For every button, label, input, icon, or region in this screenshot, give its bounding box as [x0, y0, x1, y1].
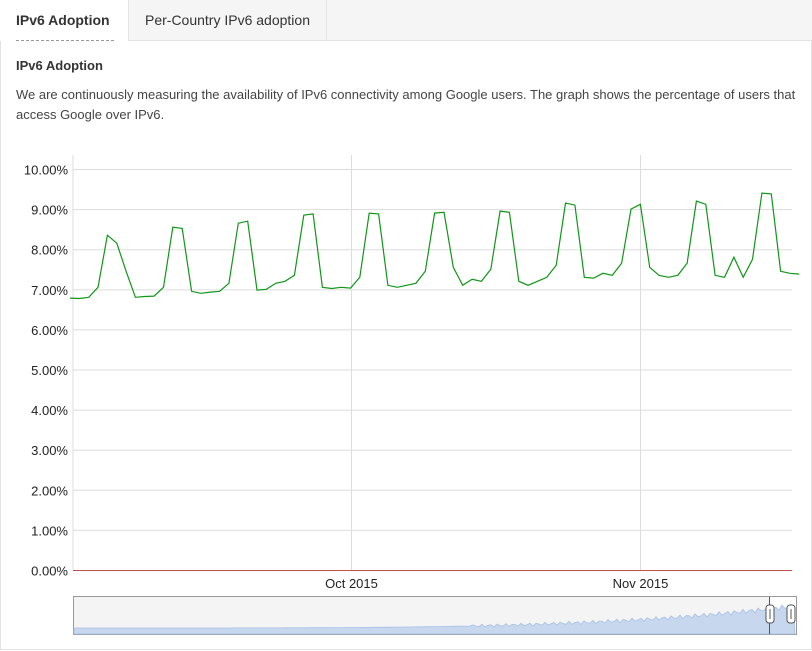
y-tick-label: 6.00%: [31, 323, 68, 338]
y-tick-label: 9.00%: [31, 203, 68, 218]
y-tick-label: 7.00%: [31, 283, 68, 298]
range-navigator[interactable]: [73, 596, 797, 635]
x-axis-ticks: Oct 2015 Nov 2015: [325, 576, 668, 591]
series-line: [69, 192, 800, 300]
tab-underline: [16, 40, 114, 41]
tab-bar: IPv6 Adoption Per-Country IPv6 adoption: [0, 0, 812, 41]
grid-lines: [72, 155, 792, 571]
section-description: We are continuously measuring the availa…: [16, 87, 796, 122]
tab-label: Per-Country IPv6 adoption: [145, 12, 310, 28]
y-axis-ticks: 0.00% 1.00% 2.00% 3.00% 4.00% 5.00% 6.00% 7.00%…: [24, 163, 69, 579]
section-title: IPv6 Adoption: [16, 58, 103, 73]
navigator-sparkline: [73, 603, 796, 635]
tab-ipv6-adoption[interactable]: IPv6 Adoption: [0, 0, 129, 41]
x-tick-label: Nov 2015: [613, 576, 669, 591]
y-tick-label: 1.00%: [31, 523, 68, 538]
x-tick-label: Oct 2015: [325, 576, 378, 591]
y-tick-label: 3.00%: [31, 443, 68, 458]
y-tick-label: 2.00%: [31, 483, 68, 498]
tab-label: IPv6 Adoption: [16, 12, 110, 28]
tab-per-country-ipv6-adoption[interactable]: Per-Country IPv6 adoption: [129, 0, 327, 40]
y-tick-label: 8.00%: [31, 243, 68, 258]
y-tick-label: 4.00%: [31, 403, 68, 418]
y-tick-label: 0.00%: [31, 564, 68, 579]
y-tick-label: 5.00%: [31, 363, 68, 378]
y-tick-label: 10.00%: [24, 163, 69, 178]
